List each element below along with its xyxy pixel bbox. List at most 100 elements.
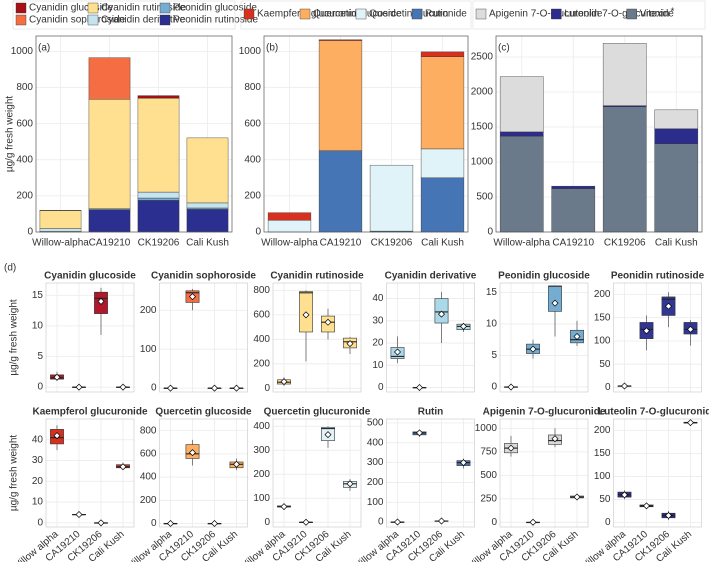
- mean-marker: [438, 517, 445, 525]
- bar-segment: [137, 97, 180, 193]
- y-tick-label: 1000: [475, 423, 498, 434]
- x-tick-label: CK19206: [604, 238, 646, 249]
- bar-segment: [39, 228, 82, 232]
- mean-marker: [280, 503, 288, 511]
- y-tick-label: 200: [594, 289, 611, 300]
- x-tick-label: CA19210: [320, 238, 362, 249]
- bar-segment: [499, 131, 544, 137]
- y-tick-label: 10: [32, 321, 44, 332]
- mean-marker: [75, 383, 83, 391]
- subplot-title: Rutin: [418, 407, 444, 418]
- mean-marker: [233, 460, 240, 468]
- bar-segment: [318, 40, 363, 151]
- y-tick-label: 150: [594, 448, 611, 459]
- legend-label: Cyanidin sophoroside: [29, 15, 126, 26]
- mean-marker: [119, 383, 127, 391]
- subplot-title: Kaempferol glucuronide: [32, 407, 147, 418]
- bar-segment: [318, 39, 363, 41]
- y-tick-label: 30: [32, 455, 44, 466]
- y-tick-label: 0: [264, 383, 270, 394]
- bar-segment: [137, 191, 180, 199]
- mean-marker: [551, 435, 559, 443]
- legend-label: Cyanidin rutinoside: [101, 3, 186, 14]
- mean-marker: [573, 493, 581, 501]
- bar-segment: [186, 207, 229, 210]
- mean-marker: [438, 310, 445, 318]
- y-tick-label: 200: [244, 191, 261, 202]
- y-tick-label: 100: [594, 471, 611, 482]
- legend-swatch: [87, 2, 99, 14]
- subplot-title: Apigenin 7-O-glucuronide: [483, 407, 606, 418]
- bar-segment: [654, 128, 699, 145]
- bar-segment: [137, 197, 180, 201]
- panel-label: (a): [38, 43, 50, 54]
- bar-segment: [267, 212, 312, 221]
- y-tick-label: 1000: [239, 46, 262, 57]
- y-tick-label: 10: [32, 497, 44, 508]
- bar-segment: [88, 57, 131, 100]
- mean-marker: [97, 519, 105, 527]
- y-tick-label: 0: [605, 517, 611, 528]
- y-tick-label: 20: [372, 338, 384, 349]
- y-tick-label: 500: [476, 192, 493, 203]
- y-tick-label: 0: [37, 517, 43, 528]
- subplot-title: Quercetin glucuronide: [264, 407, 371, 418]
- bar-segment: [186, 202, 229, 209]
- y-tick-label: 800: [140, 425, 157, 436]
- mean-marker: [573, 333, 581, 341]
- mean-marker: [189, 293, 196, 301]
- plot-frame: [613, 418, 702, 528]
- annotation: *: [671, 6, 675, 17]
- mean-marker: [119, 463, 127, 471]
- y-tick-label: 500: [480, 470, 497, 481]
- y-tick-label: 10: [372, 360, 384, 371]
- subplot-title: Cyanidin sophoroside: [151, 271, 256, 282]
- y-tick-label: 20: [32, 476, 44, 487]
- legend-swatch: [15, 14, 27, 26]
- mean-marker: [507, 444, 515, 452]
- plot-frame: [613, 282, 702, 393]
- y-tick-label: 800: [16, 82, 33, 93]
- x-tick-label: CK19206: [138, 238, 180, 249]
- y-tick-label: 0: [487, 227, 493, 238]
- mean-marker: [529, 518, 537, 526]
- mean-marker: [167, 520, 174, 528]
- subplot-title: Quercetin glucoside: [155, 407, 252, 418]
- x-tick-label: CK19206: [371, 238, 413, 249]
- y-tick-label: 150: [594, 312, 611, 323]
- subplot-title: Peonidin rutinoside: [611, 271, 705, 282]
- mean-marker: [665, 302, 672, 310]
- legend-swatch: [626, 8, 637, 20]
- legend-swatch: [475, 8, 487, 20]
- x-tick-label: CA19210: [89, 238, 131, 249]
- x-tick-label: Cali Kush: [655, 238, 698, 249]
- subplot-title: Cyanidin derivative: [385, 271, 477, 282]
- bar-segment: [551, 188, 596, 233]
- bar-segment: [88, 209, 131, 233]
- y-tick-label: 200: [594, 425, 611, 436]
- y-tick-label: 0: [151, 383, 157, 394]
- legend-label: Peonidin glucoside: [173, 3, 257, 14]
- legend-frame: [12, 0, 236, 30]
- y-tick-label: 0: [378, 382, 384, 393]
- bar-segment: [420, 56, 465, 150]
- y-tick-label: 2500: [471, 52, 494, 63]
- y-tick-label: 40: [372, 293, 384, 304]
- legend-swatch: [299, 8, 311, 20]
- plot-frame: [386, 418, 475, 528]
- y-tick-label: 10: [486, 319, 498, 330]
- panel-label: (d): [4, 263, 16, 274]
- y-tick-label: 50: [599, 359, 611, 370]
- plot-frame: [45, 418, 135, 528]
- bar-segment: [137, 95, 180, 99]
- plot-frame: [35, 35, 233, 233]
- mean-marker: [394, 348, 401, 356]
- subplot-title: Luteolin 7-O-glucuronide: [598, 407, 709, 418]
- bar-segment: [602, 106, 647, 233]
- y-tick-label: 100: [367, 497, 384, 508]
- mean-marker: [211, 384, 218, 392]
- x-tick-label: Willow-alpha: [261, 238, 318, 249]
- plot-frame: [45, 282, 135, 393]
- mean-marker: [211, 520, 218, 528]
- y-tick-label: 30: [372, 315, 384, 326]
